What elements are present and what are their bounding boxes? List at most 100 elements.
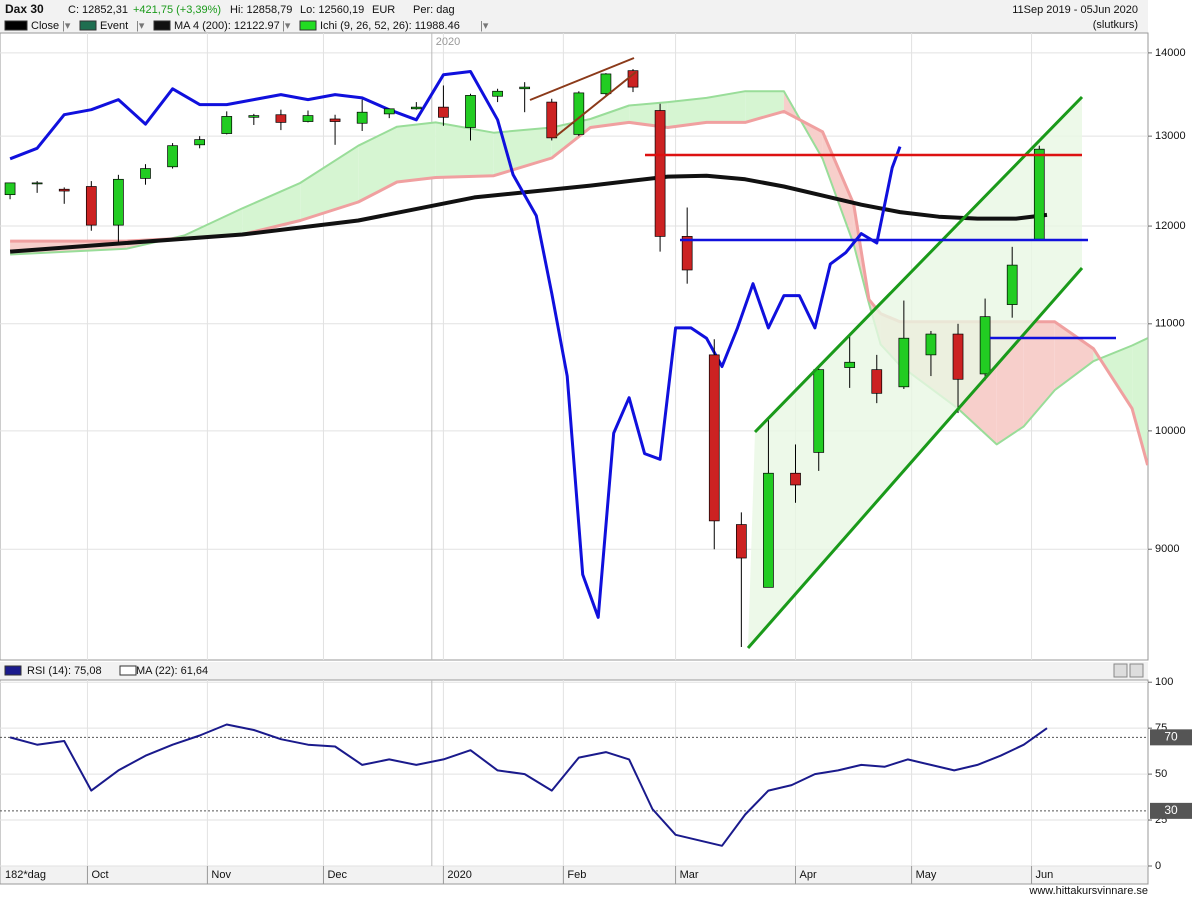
cloud-fill bbox=[1023, 321, 1055, 427]
candle-body bbox=[871, 369, 883, 394]
cloud-fill bbox=[1132, 338, 1148, 466]
symbol: Dax 30 bbox=[5, 2, 44, 16]
legend-swatch bbox=[153, 20, 171, 31]
y-tick-label: 13000 bbox=[1155, 130, 1186, 142]
x-tick-label: Oct bbox=[91, 869, 108, 881]
legend-label[interactable]: Close bbox=[31, 20, 59, 32]
rsi-panel bbox=[0, 679, 1149, 867]
wedge-line bbox=[529, 57, 635, 101]
price-line bbox=[9, 70, 902, 619]
y-tick-label: 9000 bbox=[1155, 543, 1179, 555]
legend-label[interactable]: MA (22): 61,64 bbox=[136, 665, 208, 677]
cloud-fill bbox=[358, 126, 397, 202]
candle-body bbox=[813, 369, 825, 453]
candle-body bbox=[708, 354, 720, 522]
legend-dropdown[interactable]: |▾ bbox=[136, 20, 145, 32]
x-tick-label: Nov bbox=[211, 869, 231, 881]
close-button[interactable] bbox=[1129, 663, 1144, 678]
candle-body bbox=[519, 86, 531, 90]
candle-body bbox=[925, 333, 937, 356]
wedge-line bbox=[554, 71, 637, 138]
trend-line bbox=[753, 95, 1084, 434]
candle-body bbox=[383, 108, 395, 115]
candle-body bbox=[438, 106, 449, 118]
level-box bbox=[1150, 729, 1192, 746]
rsi-line bbox=[9, 723, 1048, 847]
candle-body bbox=[58, 188, 70, 192]
candle-body bbox=[492, 90, 503, 97]
legend-label[interactable]: Ichi (9, 26, 52, 26): 11988.46 bbox=[320, 20, 460, 32]
level-box bbox=[1150, 802, 1192, 819]
x-tick-label: Mar bbox=[680, 869, 699, 881]
high: Hi: 12858,79 bbox=[230, 4, 292, 16]
candle-body bbox=[167, 145, 178, 168]
candle-body bbox=[1006, 264, 1018, 305]
trend-line bbox=[746, 267, 1084, 649]
price-lines bbox=[9, 70, 1048, 619]
header: Dax 30 C: 12852,31 +421,75 (+3,39%) Hi: … bbox=[4, 2, 1148, 897]
price-line bbox=[9, 173, 1048, 254]
legend-swatch bbox=[4, 665, 22, 676]
candle-body bbox=[194, 139, 206, 146]
channel-fill bbox=[748, 97, 1082, 648]
level-label: 30 bbox=[1164, 803, 1178, 817]
period: Per: dag bbox=[413, 4, 455, 16]
x-tick-label: Apr bbox=[800, 869, 817, 881]
candle-body bbox=[600, 73, 612, 95]
y-tick-label: 50 bbox=[1155, 768, 1167, 780]
x-tick-label: Jun bbox=[1036, 869, 1054, 881]
candle-body bbox=[844, 361, 856, 368]
y-tick-label: 12000 bbox=[1155, 220, 1186, 232]
cloud-fill bbox=[590, 105, 630, 128]
legend-swatch bbox=[79, 20, 97, 31]
candle-body bbox=[546, 101, 558, 139]
legend-dropdown[interactable]: |▾ bbox=[62, 20, 71, 32]
candle-body bbox=[1033, 148, 1045, 240]
legend-dropdown[interactable]: |▾ bbox=[480, 20, 489, 32]
close-quote: C: 12852,31 bbox=[68, 4, 128, 16]
candle-body bbox=[221, 116, 233, 134]
cloud-fill bbox=[493, 127, 552, 176]
year-marker-label: 2020 bbox=[436, 36, 460, 48]
candle-body bbox=[735, 524, 747, 559]
candle-body bbox=[275, 114, 287, 123]
legend-label[interactable]: MA 4 (200): 12122.97 bbox=[174, 20, 280, 32]
y-tick-label: 10000 bbox=[1155, 425, 1186, 437]
mode: (slutkurs) bbox=[1093, 19, 1138, 31]
candle-body bbox=[31, 182, 43, 185]
legend-dropdown[interactable]: |▾ bbox=[282, 20, 291, 32]
legend-label[interactable]: RSI (14): 75,08 bbox=[27, 665, 102, 677]
candle-body bbox=[979, 316, 991, 375]
currency: EUR bbox=[372, 4, 395, 16]
y-tick-label: 100 bbox=[1155, 676, 1173, 688]
cloud-fill bbox=[822, 131, 854, 244]
cloud-fill bbox=[242, 182, 301, 235]
legend-swatch bbox=[299, 20, 317, 31]
axes: 900010000110001200013000140000255075100O… bbox=[86, 36, 1192, 884]
drawings bbox=[529, 57, 1116, 649]
header-bar bbox=[0, 0, 1148, 33]
candle-body bbox=[140, 168, 151, 179]
cloud-fill bbox=[667, 97, 707, 128]
cloud-fill bbox=[706, 91, 746, 123]
candle-body bbox=[465, 95, 476, 128]
legend-label[interactable]: Event bbox=[100, 20, 128, 32]
legend-swatch bbox=[119, 665, 137, 676]
x-tick-label: May bbox=[916, 869, 937, 881]
candles bbox=[4, 69, 1045, 647]
candle-body bbox=[356, 111, 368, 124]
candle-body bbox=[248, 115, 260, 118]
candle-body bbox=[763, 472, 774, 588]
candle-body bbox=[790, 472, 801, 486]
candle-body bbox=[85, 186, 97, 226]
y-tick-label: 0 bbox=[1155, 860, 1161, 872]
settings-button[interactable] bbox=[1113, 663, 1128, 678]
candle-body bbox=[952, 333, 964, 380]
candle-body bbox=[573, 92, 585, 135]
candle-body bbox=[898, 337, 910, 388]
candle-body bbox=[410, 106, 422, 110]
candle-body bbox=[4, 182, 16, 196]
candle-body bbox=[654, 110, 666, 237]
